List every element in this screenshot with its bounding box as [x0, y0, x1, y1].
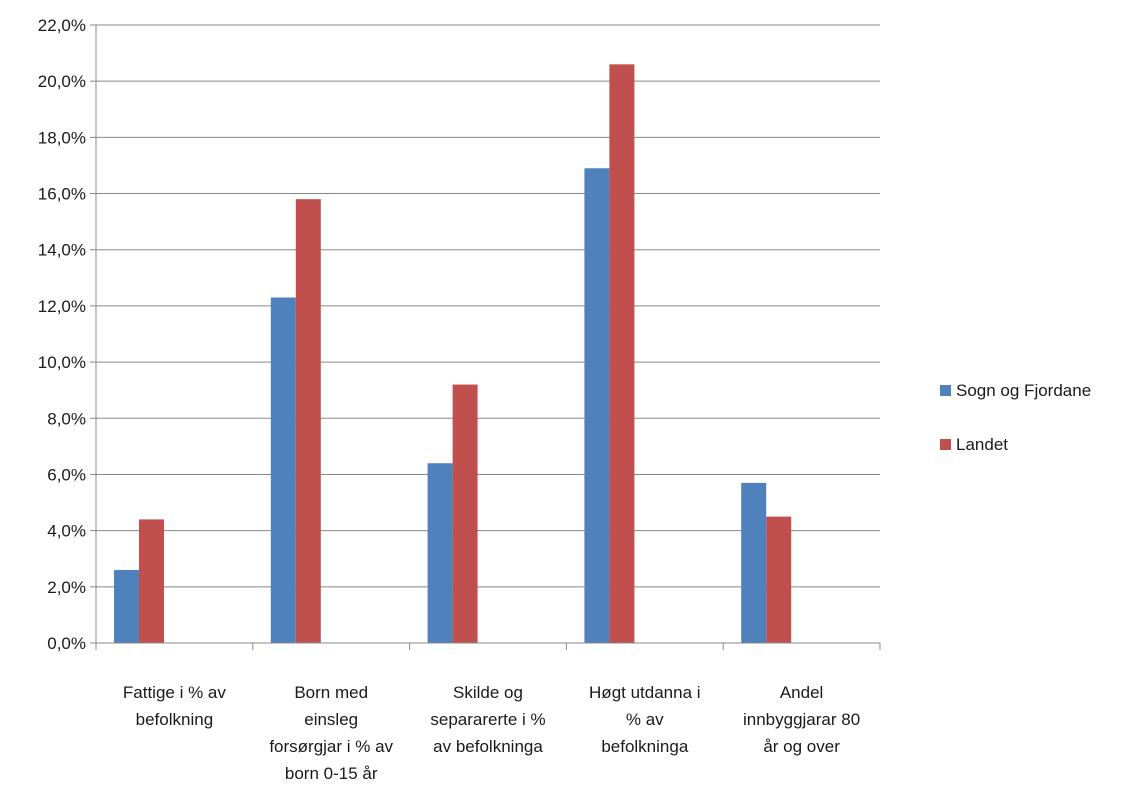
bar-landet	[766, 516, 792, 643]
y-tick-label: 12,0%	[38, 297, 86, 316]
bar-sogn-og-fjordane	[427, 463, 453, 643]
y-tick-label: 4,0%	[47, 522, 86, 541]
y-tick-label: 14,0%	[38, 241, 86, 260]
y-tick-label: 18,0%	[38, 128, 86, 147]
y-tick-label: 20,0%	[38, 72, 86, 91]
bar-landet	[609, 64, 635, 643]
y-tick-label: 22,0%	[38, 16, 86, 35]
bar-landet	[295, 199, 321, 643]
legend-label: Sogn og Fjordane	[956, 381, 1091, 400]
bar-sogn-og-fjordane	[270, 297, 296, 643]
x-category-label: Skilde og separarerte i % av befolkninga	[430, 683, 545, 756]
bars	[114, 64, 792, 643]
x-category-label: Fattige i % av befolkning	[123, 683, 226, 729]
x-category-label: Born med einsleg forsørgjar i % av born 0-1…	[269, 683, 393, 783]
bar-sogn-og-fjordane	[741, 482, 767, 643]
legend-label: Landet	[956, 435, 1008, 454]
x-axis-category-labels: Fattige i % av befolkning Born med einsleg f…	[123, 683, 860, 783]
y-axis-tick-labels: 0,0% 2,0% 4,0% 6,0% 8,0% 10,0% 12,0% 14,0% 16,0%…	[38, 16, 86, 653]
bar-landet	[452, 384, 478, 643]
gridlines	[96, 24, 880, 588]
y-tick-label: 16,0%	[38, 185, 86, 204]
y-tick-label: 8,0%	[47, 409, 86, 428]
bar-sogn-og-fjordane	[114, 569, 139, 643]
y-tick-label: 2,0%	[47, 578, 86, 597]
legend-swatch	[940, 439, 951, 450]
bar-landet	[139, 519, 164, 643]
axes	[90, 24, 881, 650]
y-tick-label: 10,0%	[38, 353, 86, 372]
x-category-label: Andel innbyggjarar 80 år og over	[743, 683, 860, 756]
x-category-label: Høgt utdanna i% av befolkninga	[589, 683, 701, 756]
y-tick-label: 0,0%	[47, 634, 86, 653]
legend: Sogn og Fjordane Landet	[940, 381, 1091, 454]
legend-swatch	[940, 385, 951, 396]
y-tick-label: 6,0%	[47, 465, 86, 484]
bar-sogn-og-fjordane	[584, 168, 610, 643]
